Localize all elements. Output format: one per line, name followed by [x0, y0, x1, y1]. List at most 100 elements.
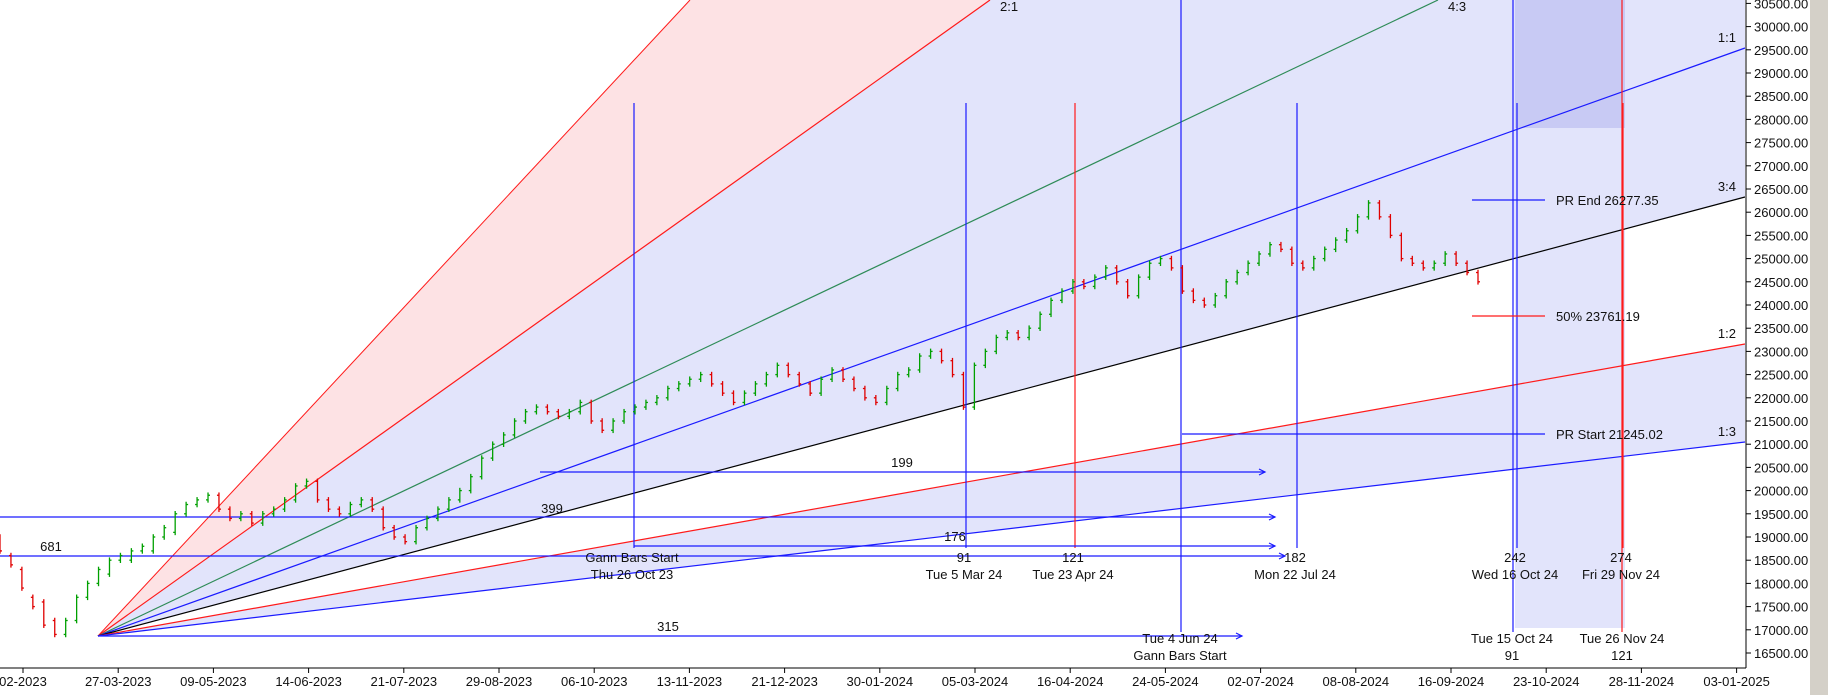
x-axis-bg [0, 668, 1745, 695]
y-tick-label: 27000.00 [1754, 159, 1808, 174]
bar-count-arrowhead [1268, 513, 1277, 521]
y-tick-label: 17000.00 [1754, 623, 1808, 638]
y-axis: 16500.00 17000.00 17500.00 18000.00 18500.00… [1745, 0, 1828, 695]
x-tick-label: 03-01-2025 [1703, 674, 1770, 689]
fan-line-1-3 [97, 441, 1746, 637]
fan-label: 2:1 [1000, 0, 1018, 14]
x-tick-label: 09-05-2023 [180, 674, 247, 689]
bottom-marker-label: Tue 4 Jun 24 [1142, 631, 1217, 646]
fan-label: 4:3 [1448, 0, 1466, 14]
bottom-marker-sub: 91 [1505, 648, 1519, 663]
x-tick-label: 05-03-2024 [942, 674, 1009, 689]
bar-count-arrowhead [1235, 632, 1244, 640]
x-tick-label: 27-03-2023 [85, 674, 152, 689]
bar-count-arrowhead [1258, 468, 1267, 476]
bottom-marker-sub: 121 [1611, 648, 1633, 663]
y-tick-label: 18500.00 [1754, 553, 1808, 568]
vertical-markers [633, 0, 1624, 632]
y-tick-label: 27500.00 [1754, 136, 1808, 151]
bottom-marker-label: Tue 15 Oct 24 [1471, 631, 1553, 646]
y-tick-label: 28500.00 [1754, 89, 1808, 104]
y-tick-label: 16500.00 [1754, 646, 1808, 661]
bar-count-lines [0, 199, 1545, 640]
x-tick-label: 29-08-2023 [466, 674, 533, 689]
marker-count: 182 [1284, 550, 1306, 565]
bottom-marker-label: Tue 26 Nov 24 [1580, 631, 1665, 646]
marker-date: Wed 16 Oct 24 [1472, 567, 1558, 582]
shade-dark-zone [1515, 0, 1625, 128]
marker-count: 121 [1062, 550, 1084, 565]
x-tick-label: 24-05-2024 [1132, 674, 1199, 689]
bar-count-label: 199 [891, 455, 913, 470]
y-tick-label: 23500.00 [1754, 321, 1808, 336]
x-tick-label: 21-07-2023 [371, 674, 438, 689]
x-tick-label: 13-11-2023 [657, 674, 723, 689]
marker-count: 91 [957, 550, 971, 565]
x-tick-label: 16-09-2024 [1418, 674, 1485, 689]
marker-date: Tue 5 Mar 24 [926, 567, 1003, 582]
y-tick-label: 17500.00 [1754, 600, 1808, 615]
x-tick-label: 02-07-2024 [1227, 674, 1294, 689]
bar-count-label: 681 [40, 539, 62, 554]
y-tick-label: 25000.00 [1754, 252, 1808, 267]
shade-upper-zone [98, 0, 1745, 636]
fan-line-2-1 [97, 0, 991, 637]
x-tick-label: 16-04-2024 [1037, 674, 1104, 689]
fan-label: 3:4 [1718, 179, 1736, 194]
y-tick-label: 20500.00 [1754, 460, 1808, 475]
y-tick-label: 20000.00 [1754, 484, 1808, 499]
bar-count-label: 315 [657, 619, 679, 634]
shade-time-zone [1515, 128, 1625, 628]
fan-shading [98, 0, 1745, 636]
bar-count-label: 176 [944, 529, 966, 544]
x-tick-label: 28-11-2024 [1609, 674, 1675, 689]
marker-count: 274 [1610, 550, 1632, 565]
y-tick-label: 22000.00 [1754, 391, 1808, 406]
y-tick-label: 23000.00 [1754, 344, 1808, 359]
x-tick-label: 02-2023 [0, 674, 47, 689]
x-axis: 02-2023 27-03-2023 09-05-2023 14-06-2023 21-… [0, 667, 1770, 695]
x-tick-label: 21-12-2023 [751, 674, 818, 689]
x-tick-label: 30-01-2024 [847, 674, 914, 689]
price-series [0, 200, 1480, 638]
fan-lines [97, 0, 1746, 637]
x-tick-label: 23-10-2024 [1513, 674, 1580, 689]
bar-count-arrowhead [1268, 542, 1277, 550]
fan-line-1-2 [97, 343, 1746, 637]
y-tick-label: 25500.00 [1754, 228, 1808, 243]
y-tick-label: 30500.00 [1754, 0, 1808, 11]
y-tick-label: 21500.00 [1754, 414, 1808, 429]
marker-date: Mon 22 Jul 24 [1254, 567, 1336, 582]
marker-date: Gann Bars Start [585, 550, 679, 565]
chart-annotations: 2:1 4:3 1:1 3:4 1:2 1:3 PR End 26277.35 50% 237… [40, 0, 1736, 663]
y-tick-label: 21000.00 [1754, 437, 1808, 452]
marker-date: Fri 29 Nov 24 [1582, 567, 1660, 582]
fan-line-steep [97, 0, 691, 637]
y-tick-label: 19000.00 [1754, 530, 1808, 545]
y-tick-label: 29500.00 [1754, 43, 1808, 58]
price-level-label: PR Start 21245.02 [1556, 427, 1663, 442]
marker-date: Tue 23 Apr 24 [1032, 567, 1113, 582]
y-tick-label: 26500.00 [1754, 182, 1808, 197]
y-tick-label: 26000.00 [1754, 205, 1808, 220]
bar-count-arrowhead [1278, 552, 1287, 560]
bar-count-label: 399 [541, 501, 563, 516]
y-tick-label: 24000.00 [1754, 298, 1808, 313]
y-tick-label: 19500.00 [1754, 507, 1808, 522]
x-tick-label: 08-08-2024 [1323, 674, 1390, 689]
y-tick-label: 22500.00 [1754, 368, 1808, 383]
y-tick-label: 24500.00 [1754, 275, 1808, 290]
fan-label: 1:1 [1718, 30, 1736, 45]
y-tick-label: 30000.00 [1754, 20, 1808, 35]
marker-count: 242 [1504, 550, 1526, 565]
marker-sub: Thu 26 Oct 23 [591, 567, 673, 582]
x-tick-label: 14-06-2023 [275, 674, 342, 689]
x-tick-label: 06-10-2023 [561, 674, 628, 689]
y-tick-label: 28000.00 [1754, 112, 1808, 127]
fan-label: 1:3 [1718, 424, 1736, 439]
fan-label: 1:2 [1718, 326, 1736, 341]
scrollbar-track [1810, 0, 1828, 695]
fan-line-3-4 [97, 196, 1746, 637]
